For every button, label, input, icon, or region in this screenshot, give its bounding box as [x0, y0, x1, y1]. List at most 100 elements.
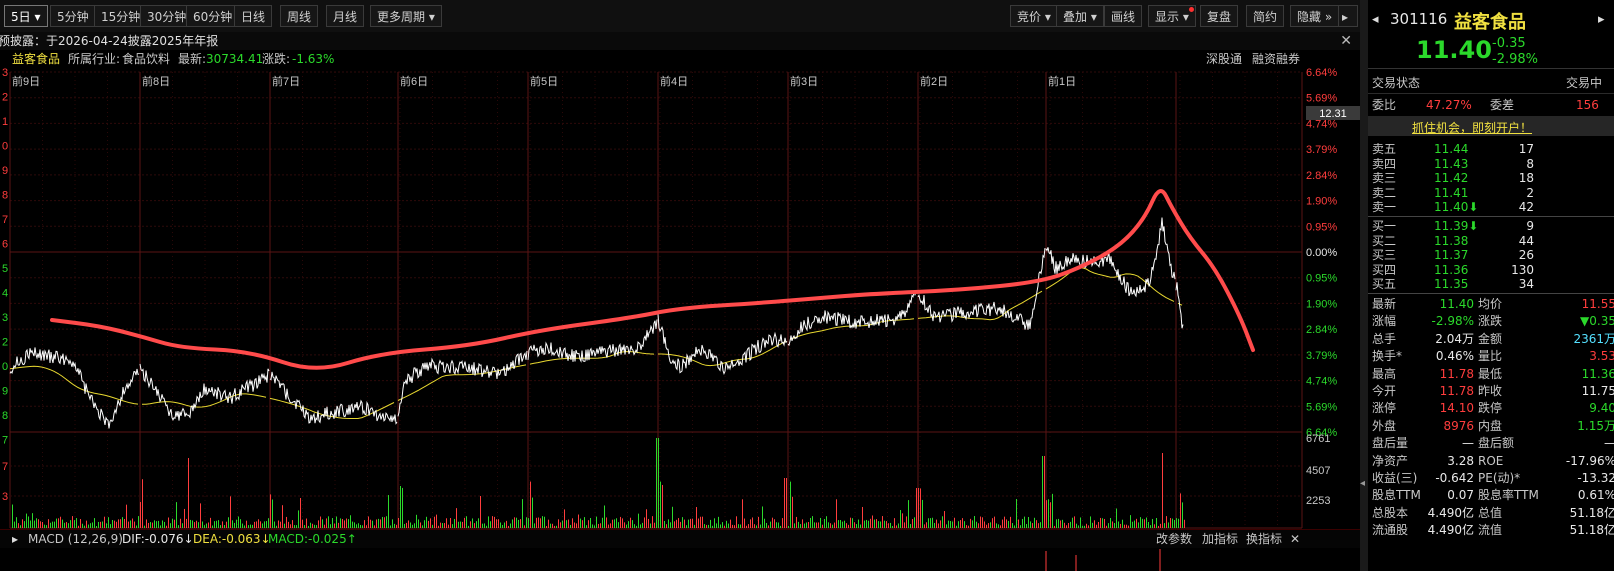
add-indicator-link[interactable]: 加指标: [1202, 532, 1239, 546]
bid-level-row[interactable]: 买二 11.38 44: [1368, 234, 1614, 249]
volume-bar: [644, 517, 645, 528]
simple-button[interactable]: 简约: [1246, 5, 1285, 27]
volume-bar: [766, 522, 767, 528]
open-account-banner[interactable]: 抓住机会，即刻开户！: [1368, 116, 1614, 136]
overlay-button[interactable]: 叠加 ▾: [1056, 5, 1104, 27]
period-daily-button[interactable]: 日线: [234, 5, 273, 27]
more-periods-button[interactable]: 更多周期 ▾: [370, 5, 442, 27]
ask-level-row[interactable]: 卖四 11.43 8: [1368, 157, 1614, 172]
ask-level-row[interactable]: 卖二 11.41 2: [1368, 186, 1614, 201]
price-change-percent: -2.98%: [1492, 52, 1538, 67]
margin-trading-link[interactable]: 融资融券: [1252, 52, 1301, 66]
five-day-intraday-chart[interactable]: 前9日 前8日 前7日 前6日 前5日 前4日 前3日 前2日 前1日 321098765432…: [0, 68, 1360, 529]
period-15min-button[interactable]: 15分钟: [94, 5, 148, 27]
ask-level-row[interactable]: 卖三 11.42 18: [1368, 171, 1614, 186]
bid-level-row[interactable]: 买四 11.36 130: [1368, 263, 1614, 278]
volume-bar: [628, 521, 629, 528]
quote-stat-row: 盘后量 — 盘后额 —: [1368, 436, 1614, 451]
panel-splitter[interactable]: ◂: [1360, 0, 1368, 571]
volume-bar: [378, 518, 379, 528]
volume-bar: [422, 525, 423, 528]
right-axis-tick: 1.90%: [1306, 298, 1337, 310]
volume-bar: [858, 519, 859, 528]
close-icon[interactable]: ✕: [1340, 33, 1352, 49]
period-5day-button[interactable]: 5日 ▾: [4, 5, 48, 27]
volume-bar: [1088, 525, 1089, 528]
volume-bar: [376, 519, 377, 528]
volume-bar: [108, 517, 109, 528]
ask-level-row[interactable]: 卖一 11.40⬇ 42: [1368, 200, 1614, 215]
volume-bar: [768, 525, 769, 528]
volume-bar: [340, 518, 341, 528]
macd-arrow-icon[interactable]: ▸: [12, 532, 19, 546]
volume-bar: [322, 519, 323, 528]
order-diff-label: 委差: [1490, 98, 1515, 112]
bid-level-row[interactable]: 买三 11.37 26: [1368, 248, 1614, 263]
change-params-link[interactable]: 改参数: [1156, 532, 1193, 546]
volume-bar: [138, 516, 139, 528]
volume-bar: [330, 524, 331, 528]
volume-bar: [12, 504, 13, 528]
volume-bar: [696, 507, 697, 528]
close-icon[interactable]: ✕: [1290, 532, 1301, 546]
volume-bar: [978, 523, 979, 528]
period-monthly-button[interactable]: 月线: [326, 5, 365, 27]
expand-button[interactable]: ▸: [1338, 5, 1358, 27]
volume-bar: [892, 525, 893, 528]
volume-bar: [1026, 524, 1027, 528]
volume-bar: [176, 502, 177, 528]
period-5min-button[interactable]: 5分钟: [50, 5, 96, 27]
volume-bar: [1102, 518, 1103, 528]
bid-level-row[interactable]: 买一 11.39⬇ 9: [1368, 219, 1614, 234]
bid-level-row[interactable]: 买五 11.35 34: [1368, 277, 1614, 292]
volume-bar: [200, 503, 201, 528]
volume-bar: [668, 519, 669, 528]
period-30min-button[interactable]: 30分钟: [140, 5, 194, 27]
volume-bar: [432, 525, 433, 528]
draw-line-button[interactable]: 画线: [1104, 5, 1143, 27]
volume-bar: [24, 521, 25, 528]
back-icon[interactable]: ◂: [1372, 12, 1379, 27]
volume-bar: [300, 498, 301, 528]
volume-bar: [560, 522, 561, 528]
volume-bar: [14, 521, 15, 528]
volume-bar: [764, 518, 765, 528]
volume-bar: [1078, 525, 1079, 528]
earnings-notice-bar: 业绩预披露：于2026-04-24披露2025年年报 ✕: [0, 32, 1360, 50]
volume-bar: [438, 525, 439, 528]
forward-icon[interactable]: ▸: [1598, 12, 1605, 27]
shenzhen-connect-link[interactable]: 深股通: [1206, 52, 1243, 66]
right-axis-tick: 5.69%: [1306, 93, 1337, 105]
display-button[interactable]: 显示 ▾: [1148, 5, 1196, 27]
macd-label[interactable]: MACD (12,26,9): [28, 532, 123, 546]
left-axis-tick: 9: [2, 386, 8, 398]
stat-value: 51.18亿: [1569, 523, 1614, 538]
volume-bar: [634, 524, 635, 528]
ask-level-row[interactable]: 卖五 11.44 17: [1368, 142, 1614, 157]
volume-bar: [86, 520, 87, 528]
volume-bar: [656, 438, 657, 528]
volume-bar: [386, 516, 387, 528]
volume-bar: [166, 525, 167, 528]
volume-bar: [800, 524, 801, 528]
volume-bar: [232, 520, 233, 528]
volume-bar: [238, 516, 239, 528]
orderbook-level-label: 买一: [1372, 219, 1397, 233]
volume-bar: [530, 481, 531, 528]
switch-indicator-link[interactable]: 换指标: [1246, 532, 1283, 546]
volume-bar: [518, 519, 519, 528]
volume-bar: [646, 509, 647, 528]
auction-button[interactable]: 竞价 ▾: [1010, 5, 1058, 27]
hide-button[interactable]: 隐藏 »: [1290, 5, 1340, 27]
volume-bar: [890, 522, 891, 528]
period-weekly-button[interactable]: 周线: [280, 5, 319, 27]
replay-button[interactable]: 复盘: [1200, 5, 1239, 27]
industry-value[interactable]: 食品饮料: [122, 52, 171, 66]
open-account-text[interactable]: 抓住机会，即刻开户！: [1412, 121, 1533, 135]
volume-bar: [318, 520, 319, 528]
quote-stat-row: 流通股 4.490亿 流值 51.18亿: [1368, 523, 1614, 538]
period-60min-button[interactable]: 60分钟: [186, 5, 240, 27]
volume-bar: [172, 518, 173, 528]
volume-bar: [898, 523, 899, 528]
volume-bar: [82, 523, 83, 528]
